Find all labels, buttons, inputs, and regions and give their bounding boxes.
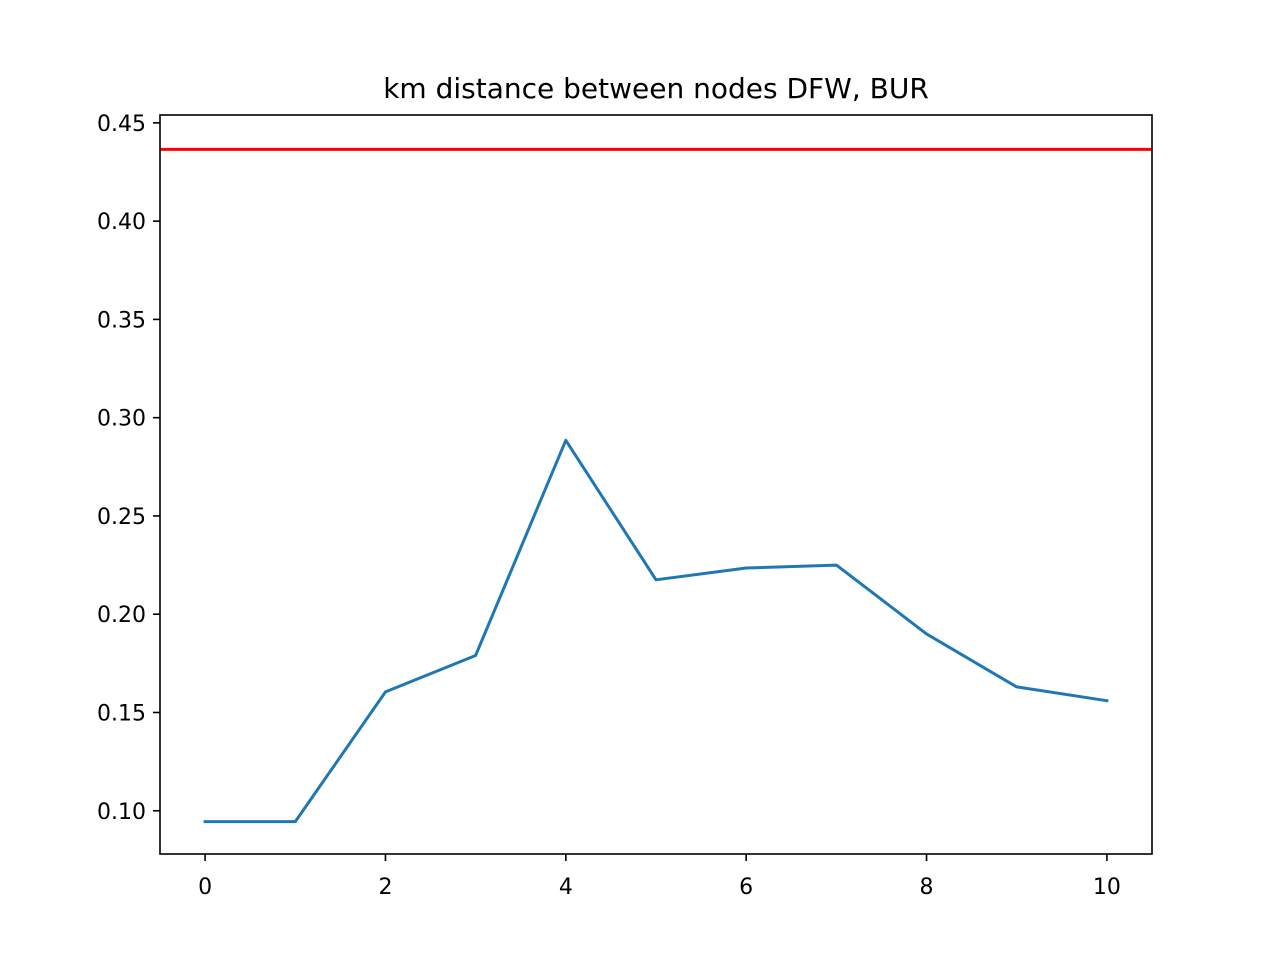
x-tick-label: 10 xyxy=(1093,875,1121,900)
chart-title: km distance between nodes DFW, BUR xyxy=(383,72,929,105)
y-tick-label: 0.25 xyxy=(97,505,146,530)
x-tick-label: 8 xyxy=(920,875,934,900)
y-tick-label: 0.20 xyxy=(97,603,146,628)
y-tick-label: 0.10 xyxy=(97,800,146,825)
x-tick-label: 6 xyxy=(739,875,753,900)
y-tick-label: 0.30 xyxy=(97,407,146,432)
x-tick-label: 4 xyxy=(559,875,573,900)
y-tick-label: 0.15 xyxy=(97,701,146,726)
axes-frame xyxy=(159,114,1153,855)
x-tick-label: 2 xyxy=(378,875,392,900)
x-tick-label: 0 xyxy=(198,875,212,900)
plot-area: 0 2 4 6 8 10 0.10 0.15 0.20 0.25 0.30 0.35 0.40 0.45 xyxy=(97,112,1153,900)
y-tick-label: 0.35 xyxy=(97,308,146,333)
data-series-line-0 xyxy=(203,438,1109,824)
y-tick-label: 0.40 xyxy=(97,210,146,235)
y-tick-label: 0.45 xyxy=(97,112,146,137)
